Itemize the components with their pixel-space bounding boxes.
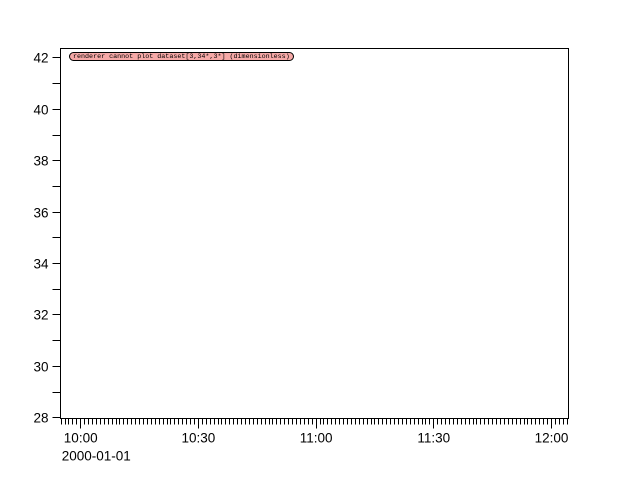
svg-text:36: 36 [33, 205, 48, 220]
svg-text:38: 38 [33, 153, 48, 168]
svg-text:42: 42 [33, 50, 48, 65]
svg-text:30: 30 [33, 359, 48, 374]
svg-text:40: 40 [33, 102, 48, 117]
svg-text:2000-01-01: 2000-01-01 [62, 449, 131, 464]
svg-text:10:30: 10:30 [182, 431, 216, 446]
svg-text:11:00: 11:00 [300, 431, 333, 446]
svg-text:11:30: 11:30 [417, 431, 450, 446]
svg-text:28: 28 [33, 410, 48, 425]
svg-text:32: 32 [33, 307, 48, 322]
svg-text:10:00: 10:00 [64, 431, 98, 446]
svg-text:34: 34 [33, 256, 49, 271]
svg-text:12:00: 12:00 [535, 431, 569, 446]
